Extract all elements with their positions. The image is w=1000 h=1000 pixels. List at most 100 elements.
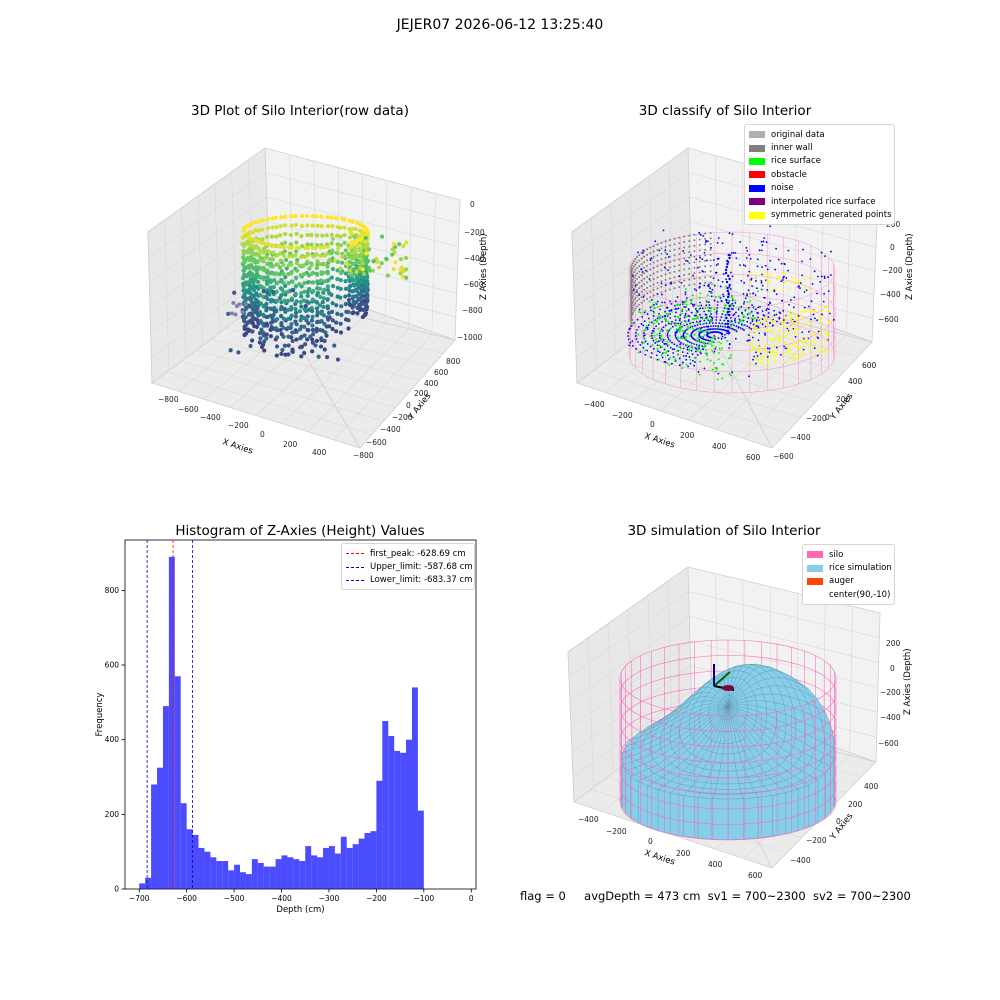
noise-point <box>744 265 747 267</box>
noise-point <box>761 284 764 287</box>
noise-point <box>781 300 784 302</box>
raw-point <box>362 312 368 317</box>
rice-point <box>675 328 678 331</box>
noise-point <box>703 367 706 370</box>
noise-point <box>716 310 718 312</box>
wall-point <box>634 280 637 283</box>
raw-point <box>352 283 357 288</box>
noise-point <box>743 281 746 284</box>
noise-point <box>752 358 754 361</box>
wall-point <box>643 283 646 286</box>
simulation-3d-plot[interactable]: −400 −200 0 200 400 600 X Axies 400 200 … <box>500 500 1000 900</box>
legend-swatch <box>807 551 823 559</box>
rice-point <box>711 291 714 294</box>
raw-point <box>309 263 314 268</box>
symmetric-point <box>772 350 775 353</box>
noise-point <box>769 225 772 228</box>
raw-point <box>281 289 286 294</box>
rice-mesh-face <box>637 780 648 827</box>
simulation-plot-title: 3D simulation of Silo Interior <box>627 523 821 539</box>
status-footer: flag = 0 avgDepth = 473 cm sv1 = 700~230… <box>520 889 911 903</box>
symmetric-point <box>758 347 761 350</box>
noise-point <box>701 345 704 347</box>
symmetric-point <box>801 317 804 320</box>
raw-point <box>326 277 331 282</box>
noise-point <box>665 343 667 345</box>
raw-point <box>274 353 279 358</box>
noise-point <box>719 319 722 322</box>
raw-point <box>290 330 295 335</box>
wall-point <box>693 277 696 280</box>
rice-point <box>713 308 716 311</box>
noise-point <box>802 348 805 351</box>
classify-3d-plot[interactable]: −400 −200 0 200 400 600 X Axies 600 400 … <box>500 0 1000 500</box>
noise-point <box>637 341 639 343</box>
classify-xtick: 400 <box>712 442 727 451</box>
noise-point <box>639 351 642 353</box>
rice-mesh-face <box>727 753 736 764</box>
symmetric-point <box>828 309 831 312</box>
grid-line <box>568 591 689 678</box>
noise-point <box>810 300 813 303</box>
noise-point <box>724 322 727 325</box>
rice-point <box>637 333 640 336</box>
noise-point <box>698 231 701 234</box>
rice-point <box>720 322 723 325</box>
noise-point <box>684 329 687 332</box>
wall-point <box>630 280 633 283</box>
symmetric-point <box>769 337 772 340</box>
wall-point <box>683 268 686 271</box>
raw-point <box>289 296 294 301</box>
symmetric-point <box>759 327 762 330</box>
noise-point <box>802 248 805 251</box>
raw-point <box>261 330 266 335</box>
symmetric-point <box>822 346 825 349</box>
raw-point <box>268 299 274 304</box>
rice-mesh-face <box>727 770 738 779</box>
noise-point <box>685 358 688 361</box>
raw-point <box>293 253 298 258</box>
wall-point <box>709 275 712 278</box>
noise-point <box>757 306 760 309</box>
raw-point <box>273 215 278 220</box>
noise-point <box>658 334 661 337</box>
noise-point <box>654 342 657 344</box>
noise-point <box>820 275 823 278</box>
rice-point <box>685 309 688 312</box>
noise-point <box>695 289 698 292</box>
symmetric-point <box>763 350 766 353</box>
noise-point <box>679 322 682 325</box>
symmetric-point <box>790 357 793 360</box>
wall-point <box>664 251 667 254</box>
raw-point <box>350 219 355 224</box>
raw-point <box>360 242 365 247</box>
noise-point <box>719 328 722 331</box>
noise-point <box>713 299 716 302</box>
legend-label: obstacle <box>771 169 807 180</box>
wall-point <box>643 288 646 291</box>
histogram-bar <box>198 847 205 889</box>
rice-point <box>669 327 672 330</box>
noise-point <box>764 332 766 335</box>
raw-point <box>264 248 269 253</box>
raw-point <box>305 293 310 298</box>
raw-point <box>303 303 308 309</box>
noise-point <box>756 258 759 261</box>
noise-point <box>731 233 734 236</box>
raw-point <box>306 280 311 285</box>
wall-point <box>683 257 686 260</box>
wall-point <box>688 284 691 287</box>
simulation-ztick: −400 <box>880 713 901 722</box>
raw-point <box>305 252 311 257</box>
raw-3d-plot[interactable]: −800 −600 −400 −200 0 200 400 X Axies 80… <box>0 0 500 500</box>
noise-point <box>721 313 724 316</box>
rice-mesh-face <box>716 777 729 785</box>
noise-point <box>701 258 704 260</box>
rice-mesh-face <box>622 764 626 814</box>
histogram-bar <box>323 847 329 889</box>
noise-point <box>668 329 671 332</box>
legend-item-rice-surface: rice surface <box>749 155 890 168</box>
histogram-chart[interactable]: −700 −600 −500 −400 −300 −200 −100 002004006008… <box>0 500 500 920</box>
noise-point <box>823 277 826 280</box>
noise-point <box>746 294 748 297</box>
